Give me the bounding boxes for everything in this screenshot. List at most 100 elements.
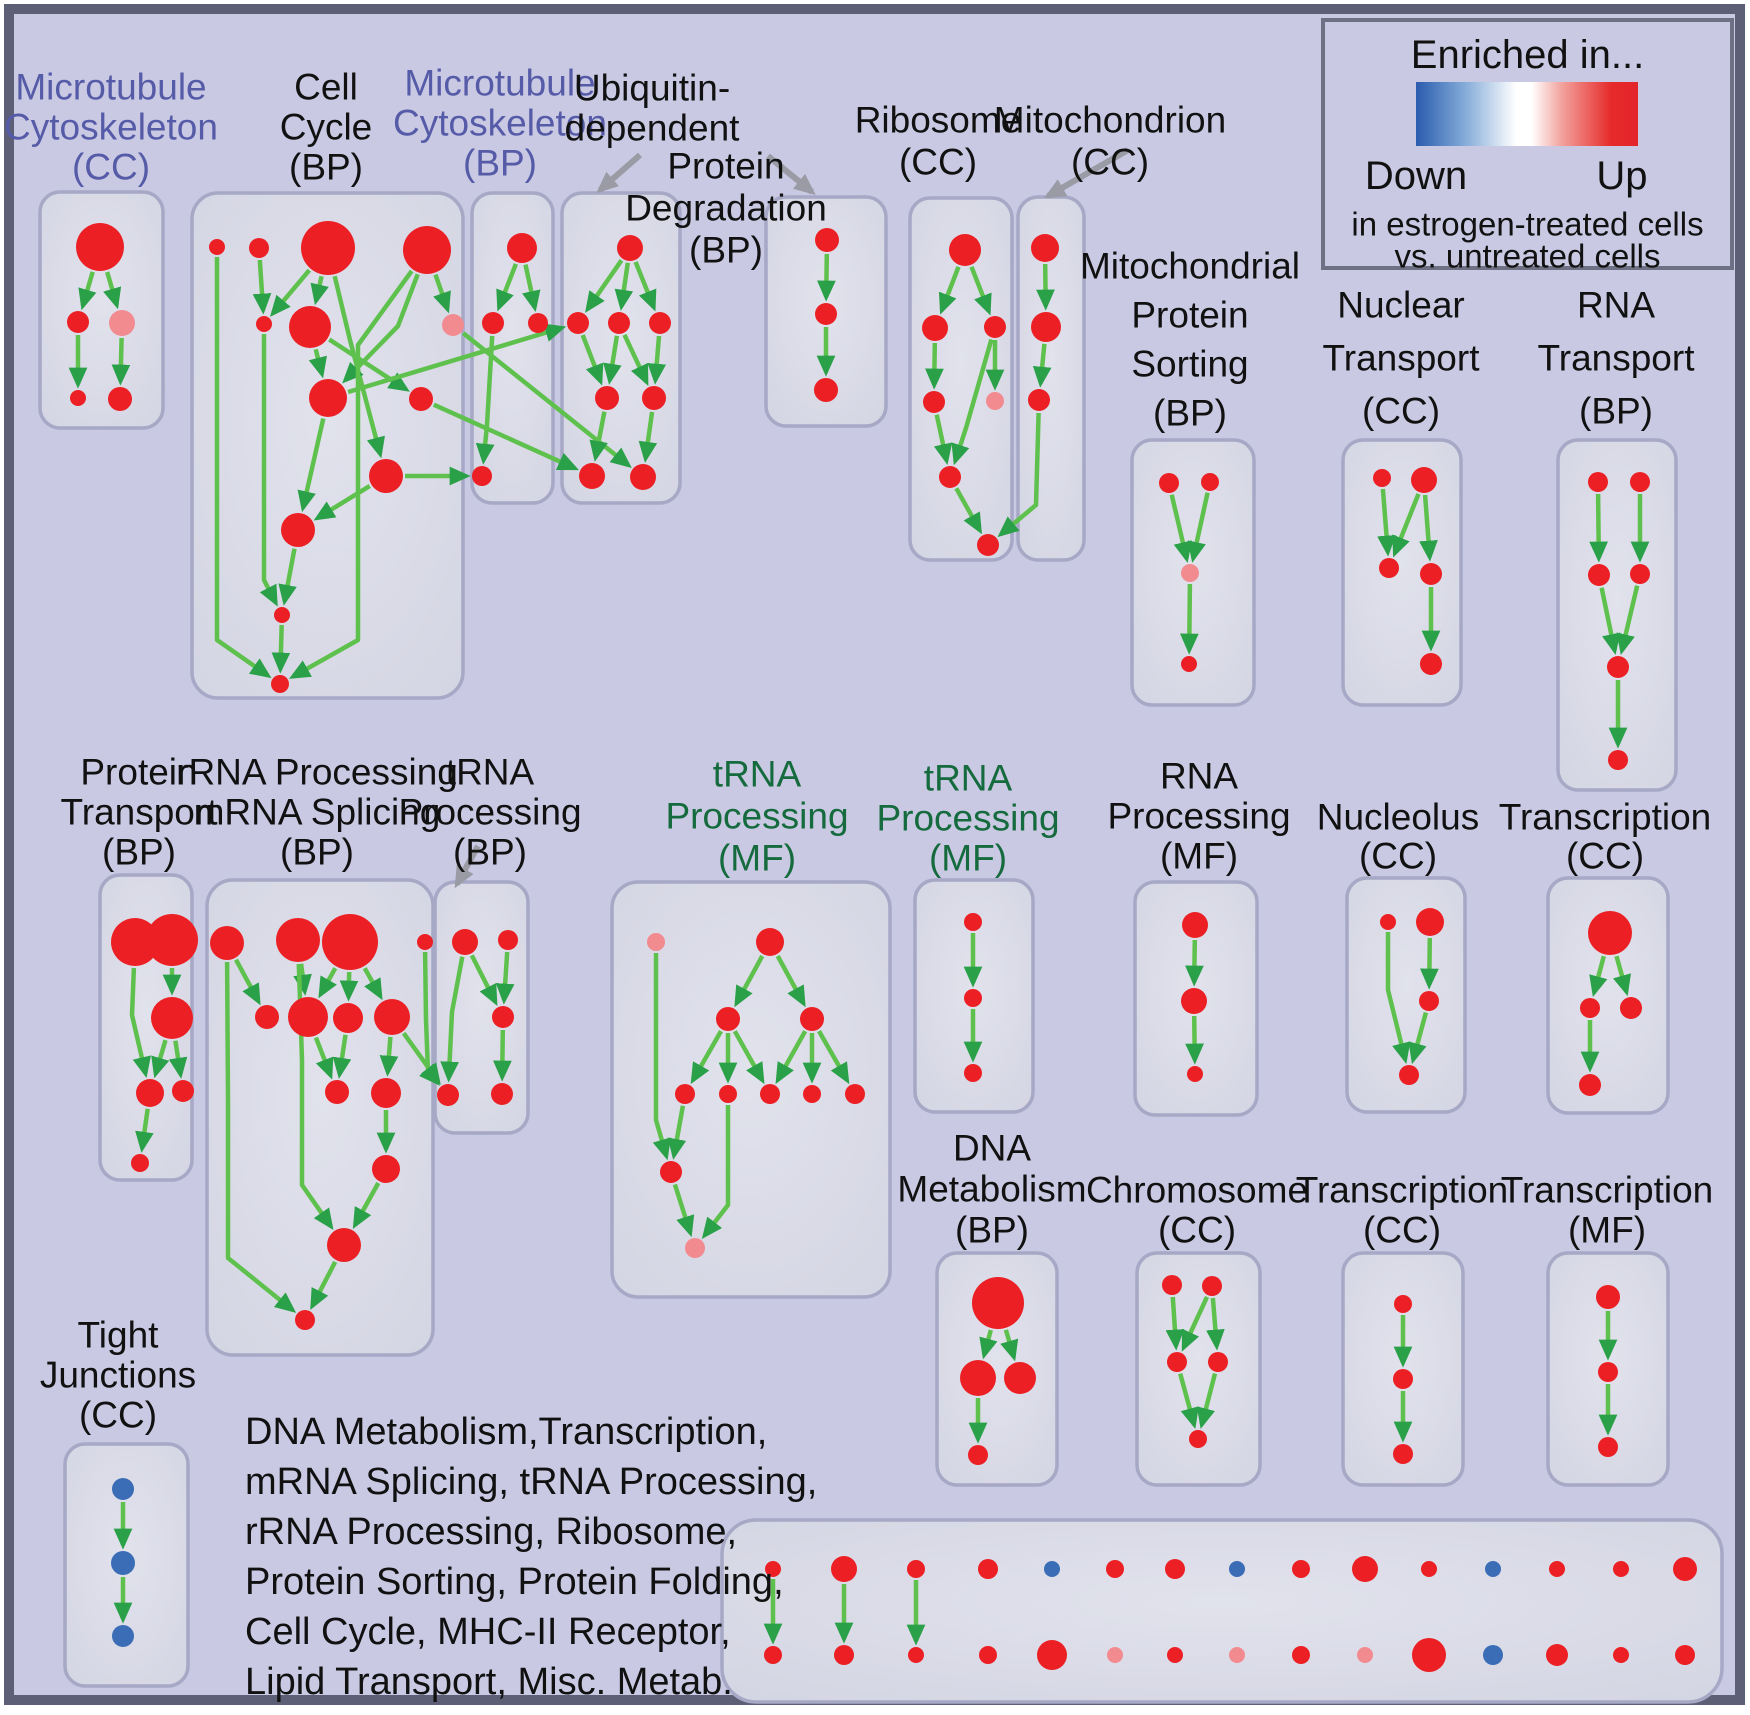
label-transcription-cc-bottom: Transcription	[1296, 1170, 1508, 1211]
node-rr_m1	[255, 1005, 279, 1029]
edge-arrow	[589, 411, 608, 462]
node-tm_ml	[716, 1007, 740, 1031]
edge-arrow	[103, 271, 122, 310]
label-microtubule-bp: Microtubule	[404, 63, 595, 104]
label-misc-list: Lipid Transport, Misc. Metab.	[245, 1661, 733, 1703]
edge-arrow	[310, 1260, 338, 1310]
edge-arrow	[432, 402, 579, 471]
edge-arrow	[1169, 494, 1192, 563]
label-misc-list: DNA Metabolism,Transcription,	[245, 1411, 767, 1453]
cluster-box-misc-wide	[720, 1518, 1724, 1704]
edge-arrow	[129, 967, 151, 1079]
edge-arrow	[938, 265, 961, 315]
edge-arrow	[969, 265, 992, 316]
nodes-layer	[67, 221, 1697, 1672]
node-rb_ll	[923, 391, 945, 413]
node-nt_b	[1411, 467, 1437, 493]
node-ch_mr	[1208, 1352, 1228, 1372]
node-dm_l	[960, 1360, 996, 1396]
label-chromosome: Chromosome	[1086, 1170, 1308, 1211]
node-tm_pb	[685, 1238, 705, 1258]
node-mtbp_b	[472, 466, 492, 486]
node-ub_t	[617, 235, 643, 261]
node-u2_c	[814, 378, 838, 402]
label-ubiquitin-bottom: (BP)	[689, 230, 763, 271]
edge-arrow	[308, 348, 327, 379]
label-ribosome: Ribosome	[855, 100, 1022, 141]
node-t3_a	[1394, 1295, 1412, 1313]
edge-arrow	[328, 337, 410, 392]
node-mtcc_b	[67, 311, 89, 333]
label-tight-junctions: Tight	[78, 1315, 160, 1356]
node-rr_t3	[322, 914, 378, 970]
node-tm_t	[756, 928, 784, 956]
node-cc6	[289, 306, 331, 348]
node-nt_o	[1420, 653, 1442, 675]
label-dna-metabolism: DNA	[953, 1128, 1031, 1169]
node-wt14	[1613, 1561, 1629, 1577]
node-rt_e	[1607, 656, 1629, 678]
label-trna-bp: Processing	[398, 792, 581, 833]
label-mito-protein-sorting: (BP)	[1153, 393, 1227, 434]
edge-arrow	[339, 971, 359, 1002]
edge-arrow	[224, 961, 297, 1313]
edge-arrow	[289, 269, 414, 679]
edge-arrow	[633, 261, 657, 312]
node-wt4	[978, 1559, 998, 1579]
edge-arrow	[278, 548, 297, 606]
node-wb4	[979, 1646, 997, 1664]
label-ribosome: (CC)	[899, 142, 977, 183]
edge-arrow	[318, 967, 338, 999]
node-tm_mr	[800, 1007, 824, 1031]
label-trna-mf-large: tRNA	[713, 754, 802, 795]
edge-arrow	[775, 954, 806, 1008]
node-rb_r	[984, 316, 1006, 338]
edge-arrow	[1180, 583, 1199, 655]
label-tight-junctions: (CC)	[79, 1395, 157, 1436]
node-nu_s	[1380, 914, 1396, 930]
legend: Enriched in... Down Up in estrogen-treat…	[1321, 18, 1734, 275]
node-tm_f4	[803, 1085, 821, 1103]
edge-arrow	[1036, 263, 1055, 311]
edge-arrow	[672, 1183, 695, 1238]
label-trna-mf-small: (MF)	[929, 838, 1007, 879]
label-ubiquitin-top: Ubiquitin-	[574, 68, 730, 109]
node-wb13	[1546, 1644, 1568, 1666]
node-ms_p	[1181, 564, 1199, 582]
label-pointer-arrow	[454, 844, 481, 889]
node-tm_p1	[647, 933, 665, 951]
node-rb_b	[977, 534, 999, 556]
node-wt1	[765, 1561, 781, 1577]
edge-arrow	[332, 275, 385, 459]
edge-arrow	[647, 335, 667, 385]
edge-arrow	[469, 954, 498, 1006]
label-microtubule-cc: (CC)	[72, 147, 150, 188]
node-dm_o	[968, 1445, 988, 1465]
edge-arrow	[614, 262, 634, 311]
label-dna-metabolism: Metabolism	[897, 1169, 1086, 1210]
edge-arrow	[603, 335, 622, 385]
node-tf_a	[1596, 1285, 1620, 1309]
label-ubiquitin-bottom: Protein	[667, 146, 784, 187]
cluster-box-nucleolus	[1345, 876, 1467, 1114]
node-cc7	[442, 314, 464, 336]
legend-title: Enriched in...	[1411, 33, 1644, 77]
label-cell-cycle: (BP)	[289, 147, 363, 188]
edge-arrow	[925, 342, 944, 390]
node-wb8	[1229, 1647, 1245, 1663]
edge-arrow	[580, 334, 604, 386]
node-tm_f5	[845, 1084, 865, 1104]
label-trna-bp: (BP)	[453, 832, 527, 873]
edge-arrow	[1185, 939, 1204, 987]
edge-arrow	[1589, 493, 1608, 563]
edge-arrow	[954, 487, 982, 535]
node-rb_lo	[939, 466, 961, 488]
edge-arrow	[310, 275, 329, 306]
edge-arrow	[433, 273, 451, 314]
label-transcription-mf: (MF)	[1568, 1210, 1646, 1251]
label-rrna-mrna: mRNA Splicing	[194, 792, 441, 833]
node-ub_l1	[595, 386, 619, 410]
node-t3_b	[1393, 1369, 1413, 1389]
node-mi_l	[1028, 389, 1050, 411]
node-wb11	[1412, 1638, 1446, 1672]
